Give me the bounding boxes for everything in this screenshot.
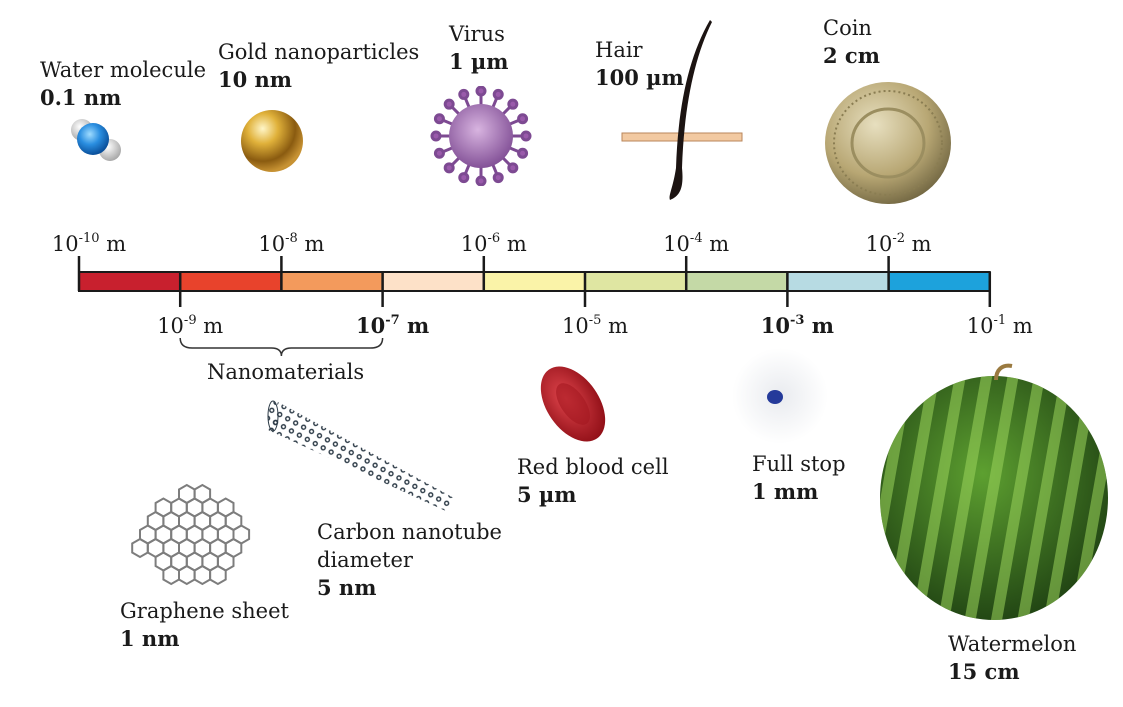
- watermelon-label: Watermelon 15 cm: [948, 632, 1077, 684]
- carbon-nanotube-icon: [267, 400, 454, 512]
- graphene-sheet-label: Graphene sheet 1 nm: [120, 599, 289, 651]
- scale-tick-label-top: 10-8 m: [258, 231, 325, 256]
- scale-segment: [280, 271, 384, 292]
- scale-segment: [887, 271, 991, 292]
- scale-tick-label-top: 10-2 m: [865, 231, 932, 256]
- scale-segment: [786, 271, 890, 292]
- scale-tick-label-bottom: 10-9 m: [157, 313, 224, 338]
- water-molecule-icon: [71, 119, 121, 161]
- virus-label: Virus 1 µm: [449, 22, 509, 74]
- scale-tick-label-bottom: 10-1 m: [966, 313, 1033, 338]
- scale-segment: [482, 271, 586, 292]
- red-blood-cell-label: Red blood cell 5 µm: [517, 455, 669, 507]
- scale-tick-label-bottom: 10-5 m: [562, 313, 628, 338]
- gold-nanoparticles-label: Gold nanoparticles 10 nm: [218, 40, 420, 92]
- water-molecule-label: Water molecule 0.1 nm: [40, 58, 206, 110]
- watermelon-icon: [880, 363, 1108, 620]
- virus-icon: [430, 86, 532, 186]
- coin-label: Coin 2 cm: [823, 16, 880, 68]
- scale-tick-label-top: 10-10 m: [51, 231, 127, 256]
- scale-segment: [685, 271, 789, 292]
- scale-segment: [78, 271, 182, 292]
- coin-icon: [825, 82, 951, 204]
- full-stop-label: Full stop 1 mm: [752, 452, 846, 504]
- scale-segment: [381, 271, 485, 292]
- hair-label: Hair 100 µm: [595, 38, 684, 90]
- full-stop-icon: [732, 348, 828, 444]
- scale-segment: [179, 271, 283, 292]
- scale-tick-label-bottom: 10-3 m: [760, 313, 834, 338]
- gold-nanoparticle-icon: [241, 110, 303, 172]
- scale-tick-label-top: 10-4 m: [663, 231, 730, 256]
- graphene-sheet-icon: [131, 483, 251, 586]
- scale-tick-label-top: 10-6 m: [460, 231, 527, 256]
- scale-tick-label-bottom: 10-7 m: [355, 313, 430, 338]
- nanomaterials-label: Nanomaterials: [207, 360, 365, 384]
- red-blood-cell-icon: [540, 366, 606, 442]
- hair-icon: [621, 20, 743, 200]
- nanomaterials-bracket: [179, 337, 384, 357]
- carbon-nanotube-label: Carbon nanotube diameter 5 nm: [317, 520, 502, 600]
- scale-segment: [584, 271, 688, 292]
